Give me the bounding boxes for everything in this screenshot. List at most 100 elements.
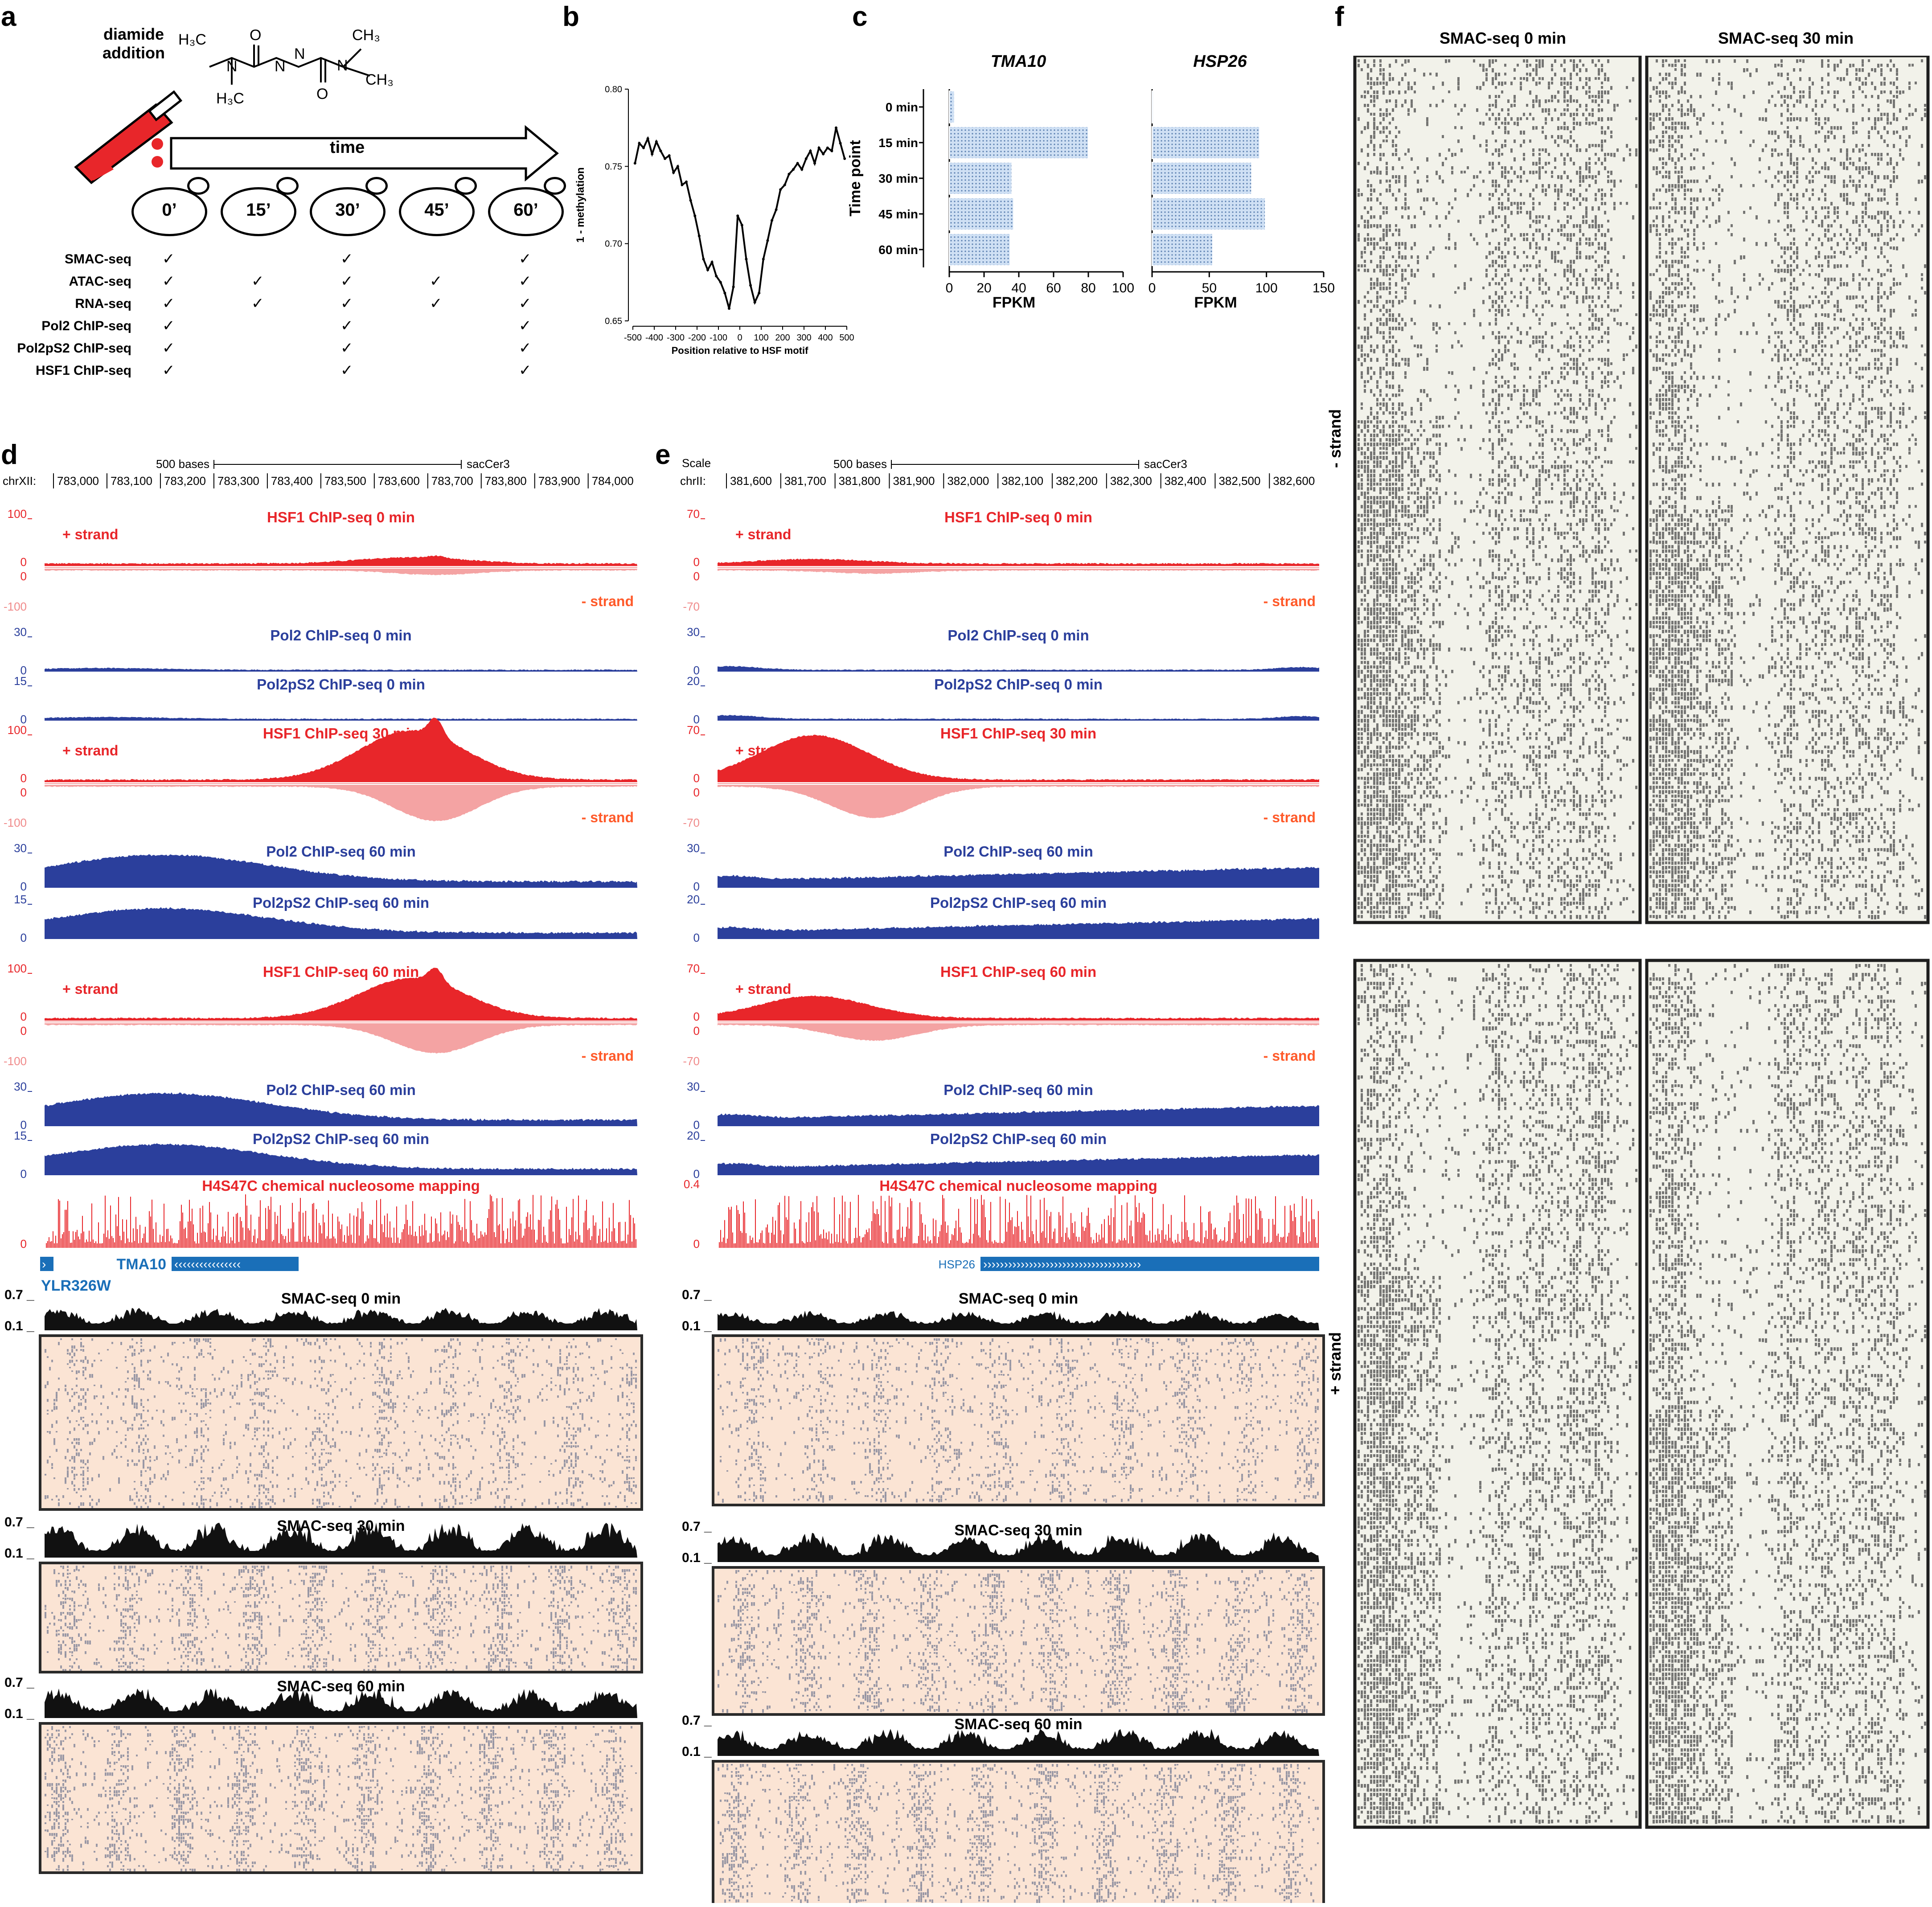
diamide-molecule: H₃C N O N N O N H₃C CH₃ CH₃ bbox=[178, 27, 394, 107]
strand-minus-label: - strand bbox=[1263, 593, 1316, 609]
f-heatmap bbox=[1355, 56, 1640, 923]
smac-heatmap-reads bbox=[45, 1338, 637, 1510]
data-point bbox=[715, 275, 718, 278]
assay-name: SMAC-seq bbox=[0, 252, 131, 267]
track-title: Pol2 ChIP-seq 60 min bbox=[943, 1082, 1093, 1098]
data-point bbox=[800, 168, 804, 171]
track-title: Pol2 ChIP-seq 0 min bbox=[948, 627, 1089, 644]
f-col-title-1: SMAC-seq 30 min bbox=[1718, 29, 1854, 48]
data-point bbox=[659, 149, 662, 152]
data-point bbox=[633, 162, 636, 165]
data-point bbox=[642, 146, 645, 149]
atom-h3c-top: H₃C bbox=[178, 31, 206, 48]
y-axis-label: Time point bbox=[847, 140, 864, 216]
data-point bbox=[693, 214, 697, 217]
strand-minus-label: - strand bbox=[1263, 1048, 1316, 1064]
smac-heatmap-reads bbox=[718, 1338, 1319, 1503]
test-tube-icon bbox=[74, 90, 183, 185]
check-mark: ✓ bbox=[162, 361, 175, 379]
smac-bottom-scale: 0.1 _ bbox=[682, 1319, 712, 1333]
smac-heatmap-frame bbox=[712, 1334, 1325, 1506]
pol2-signal bbox=[45, 907, 637, 939]
pol2-signal bbox=[718, 867, 1319, 888]
track-top-scale: 100 bbox=[8, 507, 27, 521]
track-bottom-scale: -100 bbox=[4, 600, 27, 613]
coord-label: 381,800 bbox=[839, 474, 881, 488]
panel-label-c: c bbox=[852, 1, 867, 33]
data-point bbox=[651, 152, 654, 156]
coord-label: 784,000 bbox=[592, 474, 634, 488]
data-point bbox=[839, 142, 842, 145]
x-tick-label: 80 bbox=[1081, 281, 1095, 295]
zero-label: 0 bbox=[21, 786, 27, 799]
check-mark: ✓ bbox=[162, 250, 175, 268]
zero-label: 0 bbox=[693, 555, 700, 569]
track-top-scale: 30 bbox=[687, 625, 700, 639]
plus-strand-signal bbox=[718, 995, 1319, 1021]
zero-label: 0 bbox=[693, 880, 700, 893]
x-tick-label: 400 bbox=[818, 333, 833, 343]
bar bbox=[1152, 126, 1260, 159]
track-title: Pol2 ChIP-seq 60 min bbox=[943, 843, 1093, 860]
strand-plus-label: + strand bbox=[62, 526, 118, 542]
category-label: 15 min bbox=[878, 136, 918, 150]
pol2-signal bbox=[45, 1143, 637, 1175]
data-point bbox=[817, 146, 820, 149]
yeast-bud bbox=[365, 177, 388, 195]
smac-title: SMAC-seq 30 min bbox=[277, 1517, 405, 1534]
data-point bbox=[719, 281, 722, 284]
check-mark: ✓ bbox=[340, 272, 353, 290]
category-label: 60 min bbox=[878, 243, 918, 257]
nucleosome-title: H4S47C chemical nucleosome mapping bbox=[879, 1177, 1157, 1194]
f-heatmap bbox=[1355, 960, 1640, 1827]
yeast-cell-0: 0’ bbox=[131, 177, 209, 236]
zero-label: 0 bbox=[21, 713, 27, 726]
atom-n3: N bbox=[294, 45, 305, 62]
track-title: Pol2pS2 ChIP-seq 60 min bbox=[253, 1131, 429, 1147]
coord-label: 783,900 bbox=[538, 474, 580, 488]
subplot-title: TMA10 bbox=[991, 52, 1046, 71]
track-top-scale: 20 bbox=[687, 893, 700, 906]
check-mark: ✓ bbox=[340, 250, 353, 268]
yeast-cell-4: 60’ bbox=[488, 177, 566, 236]
panel-label-f: f bbox=[1335, 1, 1344, 33]
panel-label-a: a bbox=[1, 1, 16, 33]
x-tick-label: 200 bbox=[775, 333, 790, 343]
coord-label: 783,800 bbox=[485, 474, 527, 488]
data-point bbox=[792, 168, 795, 171]
coord-label: 381,600 bbox=[730, 474, 772, 488]
smac-top-scale: 0.7 _ bbox=[4, 1288, 34, 1302]
track-top-scale: 30 bbox=[14, 625, 27, 639]
drop-1 bbox=[152, 138, 163, 150]
smac-title: SMAC-seq 0 min bbox=[281, 1290, 401, 1307]
panel-label-d: d bbox=[1, 439, 18, 471]
zero-label: 0 bbox=[693, 713, 700, 726]
track-bottom-scale: -70 bbox=[683, 816, 700, 829]
time-label: time bbox=[330, 138, 365, 157]
minus-strand-signal bbox=[45, 1023, 637, 1054]
smac-bottom-scale: 0.1 _ bbox=[4, 1319, 34, 1333]
yeast-bud bbox=[455, 177, 477, 195]
track-top-scale: 20 bbox=[687, 1129, 700, 1142]
x-tick-label: 40 bbox=[1011, 281, 1026, 295]
category-label: 45 min bbox=[878, 207, 918, 221]
track-title: Pol2pS2 ChIP-seq 60 min bbox=[930, 894, 1107, 911]
bar bbox=[1152, 90, 1154, 123]
chrom-label: chrXII: bbox=[3, 474, 36, 488]
minus-strand-signal bbox=[45, 785, 637, 821]
strand-minus-label: - strand bbox=[1263, 809, 1316, 825]
y-axis-label: 1 - methylation bbox=[574, 167, 587, 242]
gene-model bbox=[980, 1257, 1319, 1271]
x-tick-label: 60 bbox=[1046, 281, 1061, 295]
track-title: HSF1 ChIP-seq 60 min bbox=[263, 964, 419, 980]
assembly-label: sacCer3 bbox=[467, 457, 510, 471]
zero-label: 0 bbox=[21, 1010, 27, 1023]
track-top-scale: 20 bbox=[687, 674, 700, 688]
track-bottom-scale: -70 bbox=[683, 1054, 700, 1068]
x-tick-label: -400 bbox=[645, 333, 663, 343]
data-point bbox=[813, 162, 816, 165]
x-tick-label: 300 bbox=[796, 333, 811, 343]
coord-label: 382,200 bbox=[1056, 474, 1098, 488]
gene-model bbox=[172, 1257, 299, 1271]
bar bbox=[949, 197, 1014, 230]
